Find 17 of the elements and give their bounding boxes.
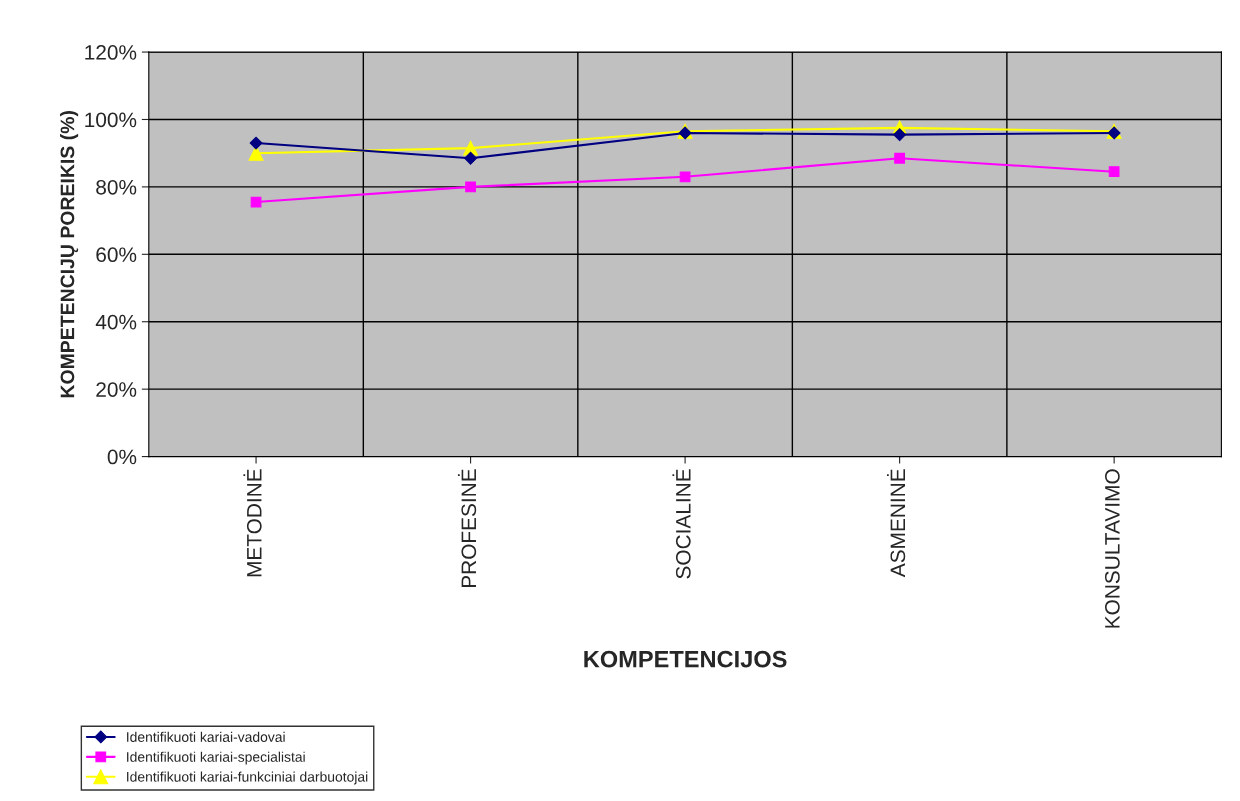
y-tick-label: 40% xyxy=(95,314,137,330)
legend-label: Identifikuoti kariai-funkciniai darbuotojai xyxy=(127,771,368,785)
x-tick-label: ASMENINĖ xyxy=(886,469,906,578)
y-tick-label: 100% xyxy=(85,112,137,128)
y-axis-title: KOMPETENCIJŲ POREIKIS (%) xyxy=(60,111,79,398)
y-tick-label: 20% xyxy=(96,382,137,397)
x-tick-label: PROFESINĖ xyxy=(457,469,477,588)
legend-label: Identifikuoti kariai-vadovai xyxy=(127,731,285,742)
y-tick-label: 120% xyxy=(85,45,137,60)
x-tick-label: SOCIALINĖ xyxy=(672,469,691,579)
x-axis-title: KOMPETENCIJOS xyxy=(584,650,787,668)
x-tick-label: KONSULTAVIMO xyxy=(1104,469,1120,628)
y-tick-label: 80% xyxy=(96,179,137,195)
legend-label: Identifikuoti kariai-specialistai xyxy=(127,751,305,765)
y-tick-label: 0% xyxy=(107,449,137,465)
x-tick-label: METODINĖ xyxy=(243,469,262,577)
y-tick-label: 60% xyxy=(96,247,137,263)
